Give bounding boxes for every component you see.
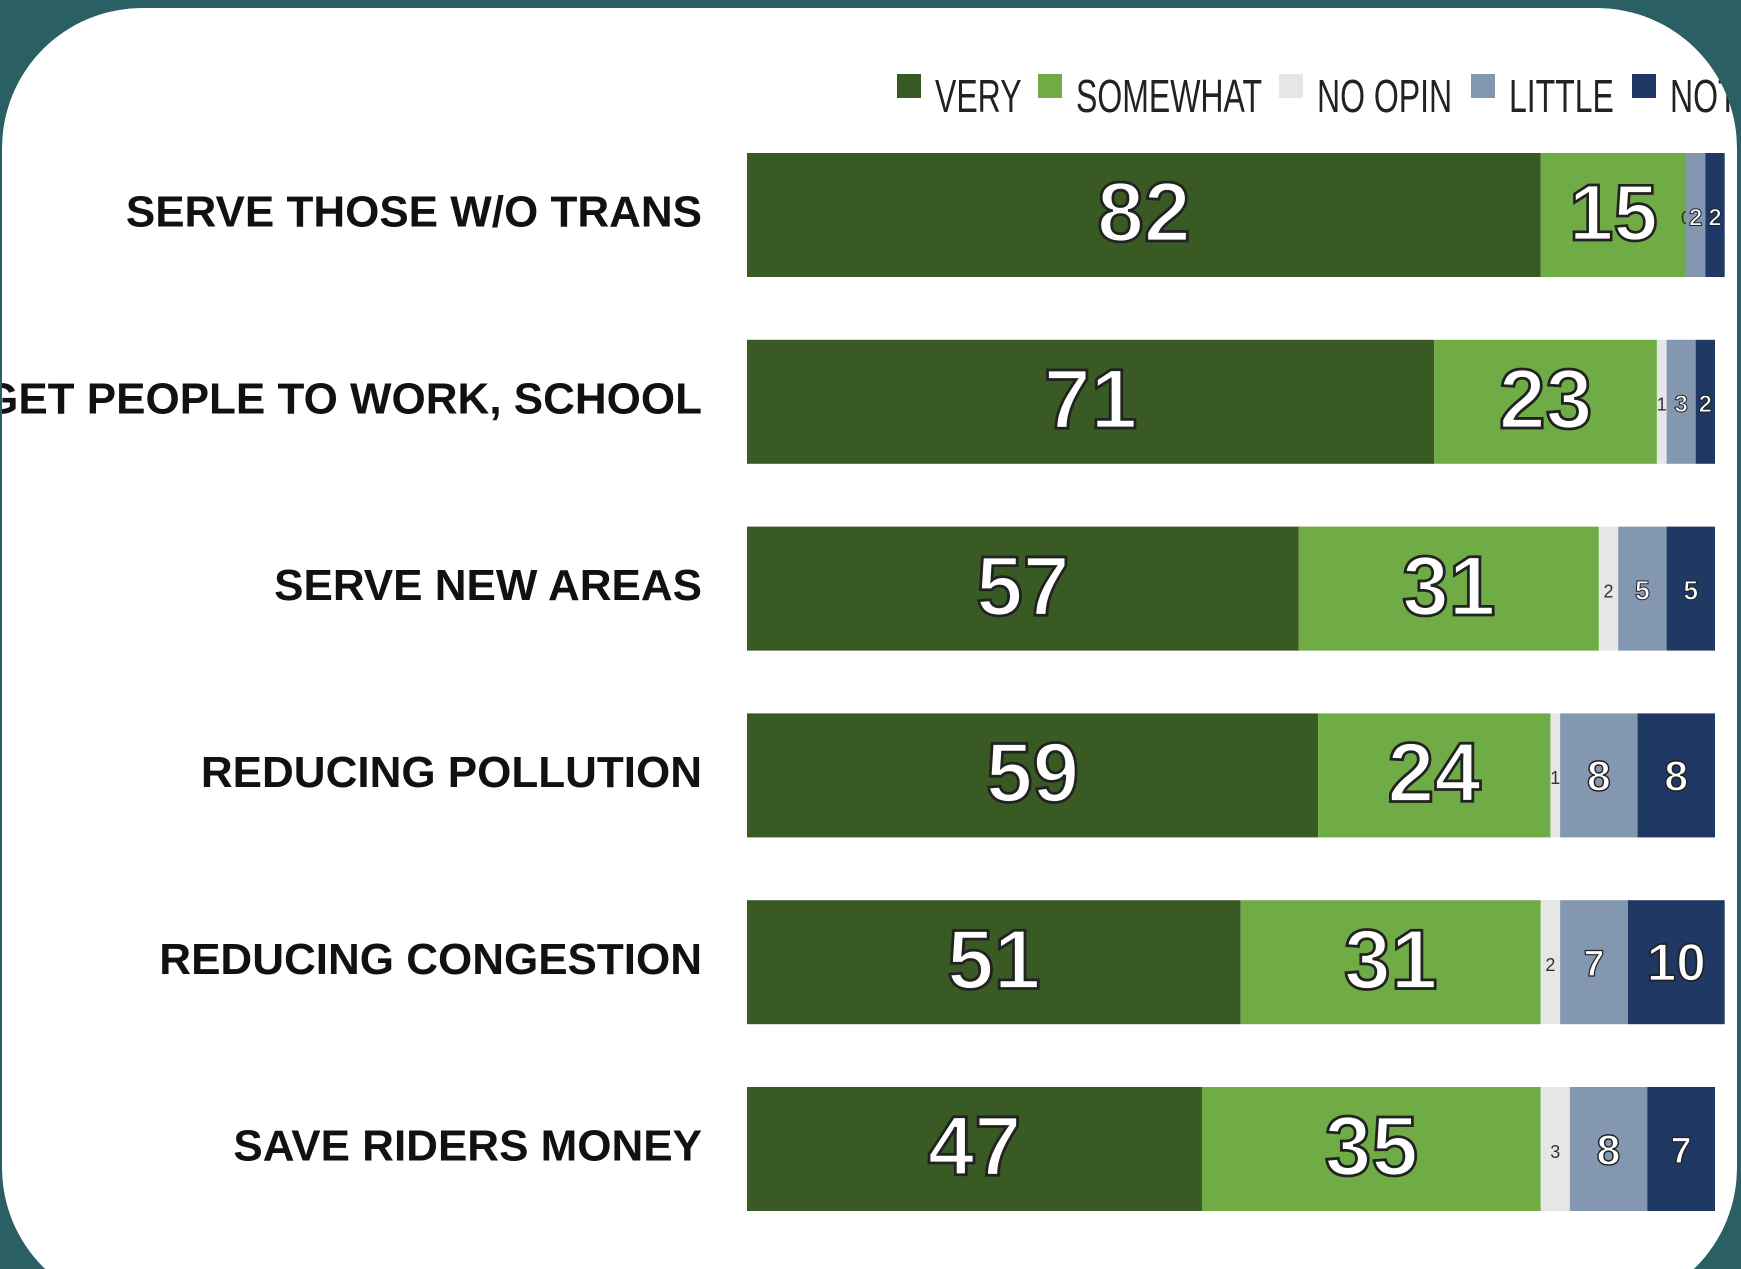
bar-segment [1705, 153, 1725, 277]
value-label: 15 [1569, 168, 1658, 257]
bar-segment [1201, 1087, 1541, 1211]
legend-label: VERY [935, 72, 1022, 123]
category-label: SAVE RIDERS MONEY [233, 1122, 702, 1171]
bar-segment [747, 339, 1435, 464]
bar-segment [1598, 526, 1619, 651]
value-label: 2 [1545, 955, 1555, 975]
bar-segment [1550, 713, 1561, 838]
bar-segment [1434, 339, 1657, 464]
value-label: 8 [1587, 753, 1611, 801]
value-label: 2 [1689, 204, 1702, 231]
bar-segment [1666, 339, 1696, 464]
bar-segment [1318, 713, 1551, 838]
legend-swatch [1471, 74, 1495, 98]
value-label: 47 [928, 1099, 1021, 1193]
legend-label: SOMEWHAT [1076, 72, 1262, 123]
bar-segment [1647, 1087, 1715, 1211]
category-label: SERVE NEW AREAS [274, 561, 702, 610]
value-label: 2 [1699, 391, 1712, 418]
bar-segment [1666, 526, 1715, 651]
value-label: 3 [1674, 391, 1687, 418]
value-label: 1 [1657, 395, 1667, 415]
bar-segment [1685, 153, 1706, 277]
bar-segment [747, 526, 1299, 651]
value-label: 1 [1550, 768, 1560, 788]
value-label: 2 [1708, 204, 1721, 231]
value-label: 71 [1044, 352, 1137, 446]
bar-segment [1618, 526, 1667, 651]
value-label: 51 [947, 912, 1040, 1006]
legend-swatch [1038, 74, 1062, 98]
value-label: 82 [1097, 165, 1190, 259]
category-label: GET PEOPLE TO WORK, SCHOOL [0, 374, 702, 423]
category-label: SERVE THOSE W/O TRANS [126, 188, 702, 237]
bar-segment [1540, 153, 1686, 277]
bar-segment [747, 153, 1541, 277]
value-label: 10 [1647, 933, 1706, 992]
bar-segment [1560, 713, 1638, 838]
bar-segment [1560, 900, 1628, 1025]
legend-label: LITTLE [1509, 72, 1614, 123]
value-label: 31 [1402, 539, 1495, 633]
bar-segment [747, 713, 1319, 838]
value-label: 23 [1499, 352, 1592, 446]
value-label: 24 [1388, 726, 1482, 820]
value-label: 2 [1604, 581, 1614, 601]
legend-swatch [1279, 74, 1303, 98]
value-label: 31 [1344, 912, 1437, 1006]
value-label: 5 [1635, 576, 1650, 606]
value-label: 57 [976, 539, 1069, 633]
bar-segment [1298, 526, 1599, 651]
bar-segment [1569, 1087, 1648, 1211]
value-label: 8 [1597, 1126, 1621, 1174]
category-label: REDUCING CONGESTION [159, 935, 702, 984]
bar-segment [1540, 900, 1561, 1025]
category-label: REDUCING POLLUTION [201, 748, 702, 797]
value-label: 5 [1683, 576, 1698, 606]
legend-swatch [897, 74, 921, 98]
value-label: 35 [1325, 1099, 1418, 1193]
bar-segment [1540, 1087, 1570, 1211]
bar-segment [747, 900, 1241, 1025]
legend-label: NO OPIN [1317, 72, 1452, 123]
bar-segment [1240, 900, 1541, 1025]
bar-segment [1627, 900, 1725, 1025]
value-label: 7 [1671, 1129, 1692, 1171]
value-label: 3 [1550, 1142, 1560, 1162]
bar-segment [1656, 339, 1667, 464]
bar-segment [1637, 713, 1715, 838]
value-label: 7 [1584, 942, 1605, 984]
bar-segment [747, 1087, 1202, 1211]
bar-segment [1695, 339, 1715, 464]
legend-swatch [1632, 74, 1656, 98]
value-label: 59 [986, 726, 1079, 820]
value-label: 8 [1664, 753, 1688, 801]
